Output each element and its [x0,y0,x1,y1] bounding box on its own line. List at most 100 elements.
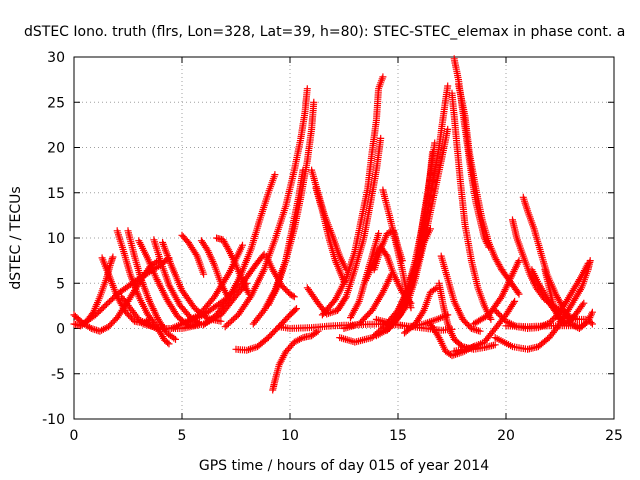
data-point [487,315,495,323]
data-series [550,302,596,328]
data-point [170,334,178,342]
data-point [398,257,406,265]
data-point [107,296,115,304]
data-point [496,311,504,319]
data-point [491,306,499,314]
data-point [101,302,109,310]
data-point [550,314,558,322]
y-tick-label: 20 [47,141,65,157]
y-tick-label: 25 [47,95,65,111]
data-point [402,304,409,311]
data-point [95,308,103,316]
data-point [289,292,297,300]
data-point [226,318,234,326]
data-series [150,236,203,327]
data-series [450,297,519,355]
y-tick-label: 30 [47,50,65,66]
data-point [224,270,232,278]
data-point [491,341,499,349]
data-series [498,266,523,298]
data-point [510,299,518,307]
data-point [383,230,391,237]
data-point [225,246,233,254]
data-series [502,322,586,331]
data-point [444,82,452,90]
data-point [588,320,596,328]
data-points [70,55,596,394]
data-point [271,171,279,179]
data-point [476,327,484,335]
data-series [200,171,279,329]
data-series [437,252,484,335]
data-point [109,295,117,303]
y-axis-label: dSTEC / TECUs [8,186,24,289]
data-series [269,327,322,394]
y-tick-label: -10 [42,412,65,428]
data-point [231,314,239,322]
data-point [548,316,556,324]
data-point [165,254,173,262]
y-tick-label: -5 [51,367,65,383]
data-point [165,340,173,348]
y-tick-label: 15 [47,186,65,202]
data-point [221,323,229,331]
data-series [221,85,311,331]
data-point [434,332,442,340]
data-series [197,237,231,300]
data-point [558,302,566,310]
data-point [444,125,452,133]
x-tick-label: 20 [497,428,515,444]
data-point [310,98,318,106]
data-point [224,295,232,302]
data-point [107,259,115,267]
chart-title: dSTEC Iono. truth (flrs, Lon=328, Lat=39… [24,24,625,40]
data-point [164,339,172,347]
data-point [109,253,117,261]
data-point [499,314,507,322]
data-point [426,225,434,233]
x-axis-label: GPS time / hours of day 015 of year 2014 [199,458,489,474]
data-series [394,211,430,314]
data-point [497,313,505,321]
y-tick-label: 5 [56,276,65,292]
data-point [102,301,110,308]
y-tick-label: 0 [56,322,65,338]
data-point [164,255,172,263]
data-series [312,184,348,285]
data-point [386,228,394,236]
data-point [293,305,300,313]
data-point [547,318,555,325]
data-point [588,308,596,316]
x-tick-label: 15 [389,428,407,444]
data-point [86,323,94,331]
data-point [239,241,246,249]
data-point [584,259,592,267]
data-point [341,295,349,302]
data-point [375,230,383,237]
data-series [334,134,385,314]
x-tick-label: 25 [605,428,623,444]
data-point [419,308,427,316]
data-point [511,297,519,305]
x-tick-label: 10 [281,428,299,444]
data-point [587,319,595,326]
data-series [232,305,300,354]
data-point [457,341,465,349]
data-point [110,293,118,301]
data-point [96,307,104,314]
data-series [455,80,506,274]
data-point [172,335,179,343]
data-point [98,305,106,313]
data-point [579,301,586,309]
data-point [291,306,299,314]
data-point [515,290,523,298]
data-point [379,73,387,81]
data-point [514,289,522,296]
y-tick-label: 10 [47,231,65,247]
data-point [557,300,565,308]
data-point [200,270,208,278]
data-point [580,299,588,307]
data-point [217,317,225,325]
data-series [340,270,395,332]
